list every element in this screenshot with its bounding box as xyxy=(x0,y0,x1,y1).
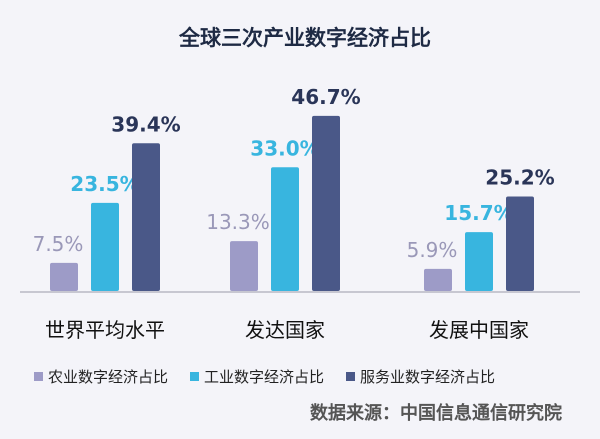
legend-label: 农业数字经济占比 xyxy=(48,368,169,386)
data-label: 46.7% xyxy=(291,85,360,109)
bar xyxy=(465,232,493,291)
data-label: 25.2% xyxy=(485,166,554,190)
bar xyxy=(271,167,299,291)
chart-title: 全球三次产业数字经济占比 xyxy=(179,26,431,50)
legend-swatch xyxy=(34,372,43,381)
bar xyxy=(506,196,534,291)
category-label: 发展中国家 xyxy=(429,318,529,342)
source-note: 数据来源：中国信息通信研究院 xyxy=(310,403,562,424)
bar xyxy=(132,143,160,291)
legend: 农业数字经济占比 工业数字经济占比 服务业数字经济占比 xyxy=(34,366,495,387)
legend-swatch xyxy=(190,372,200,381)
data-label: 7.5% xyxy=(33,232,84,256)
legend-label: 工业数字经济占比 xyxy=(204,368,325,386)
data-label: 33.0% xyxy=(250,136,319,160)
category-label: 世界平均水平 xyxy=(45,318,165,342)
bar xyxy=(424,268,452,291)
bar xyxy=(91,202,119,291)
bar xyxy=(312,115,340,291)
data-label: 13.3% xyxy=(206,210,270,234)
bar xyxy=(50,262,78,291)
legend-swatch xyxy=(346,372,356,381)
legend-item: 农业数字经济占比 xyxy=(34,366,168,387)
data-label: 39.4% xyxy=(111,112,180,136)
legend-item: 工业数字经济占比 xyxy=(190,366,324,387)
legend-label: 服务业数字经济占比 xyxy=(360,368,496,386)
data-label: 23.5% xyxy=(70,172,139,196)
legend-item: 服务业数字经济占比 xyxy=(346,366,495,387)
category-label: 发达国家 xyxy=(245,318,325,342)
data-label: 15.7% xyxy=(444,201,513,225)
bar xyxy=(230,241,258,291)
data-label: 5.9% xyxy=(407,238,458,262)
